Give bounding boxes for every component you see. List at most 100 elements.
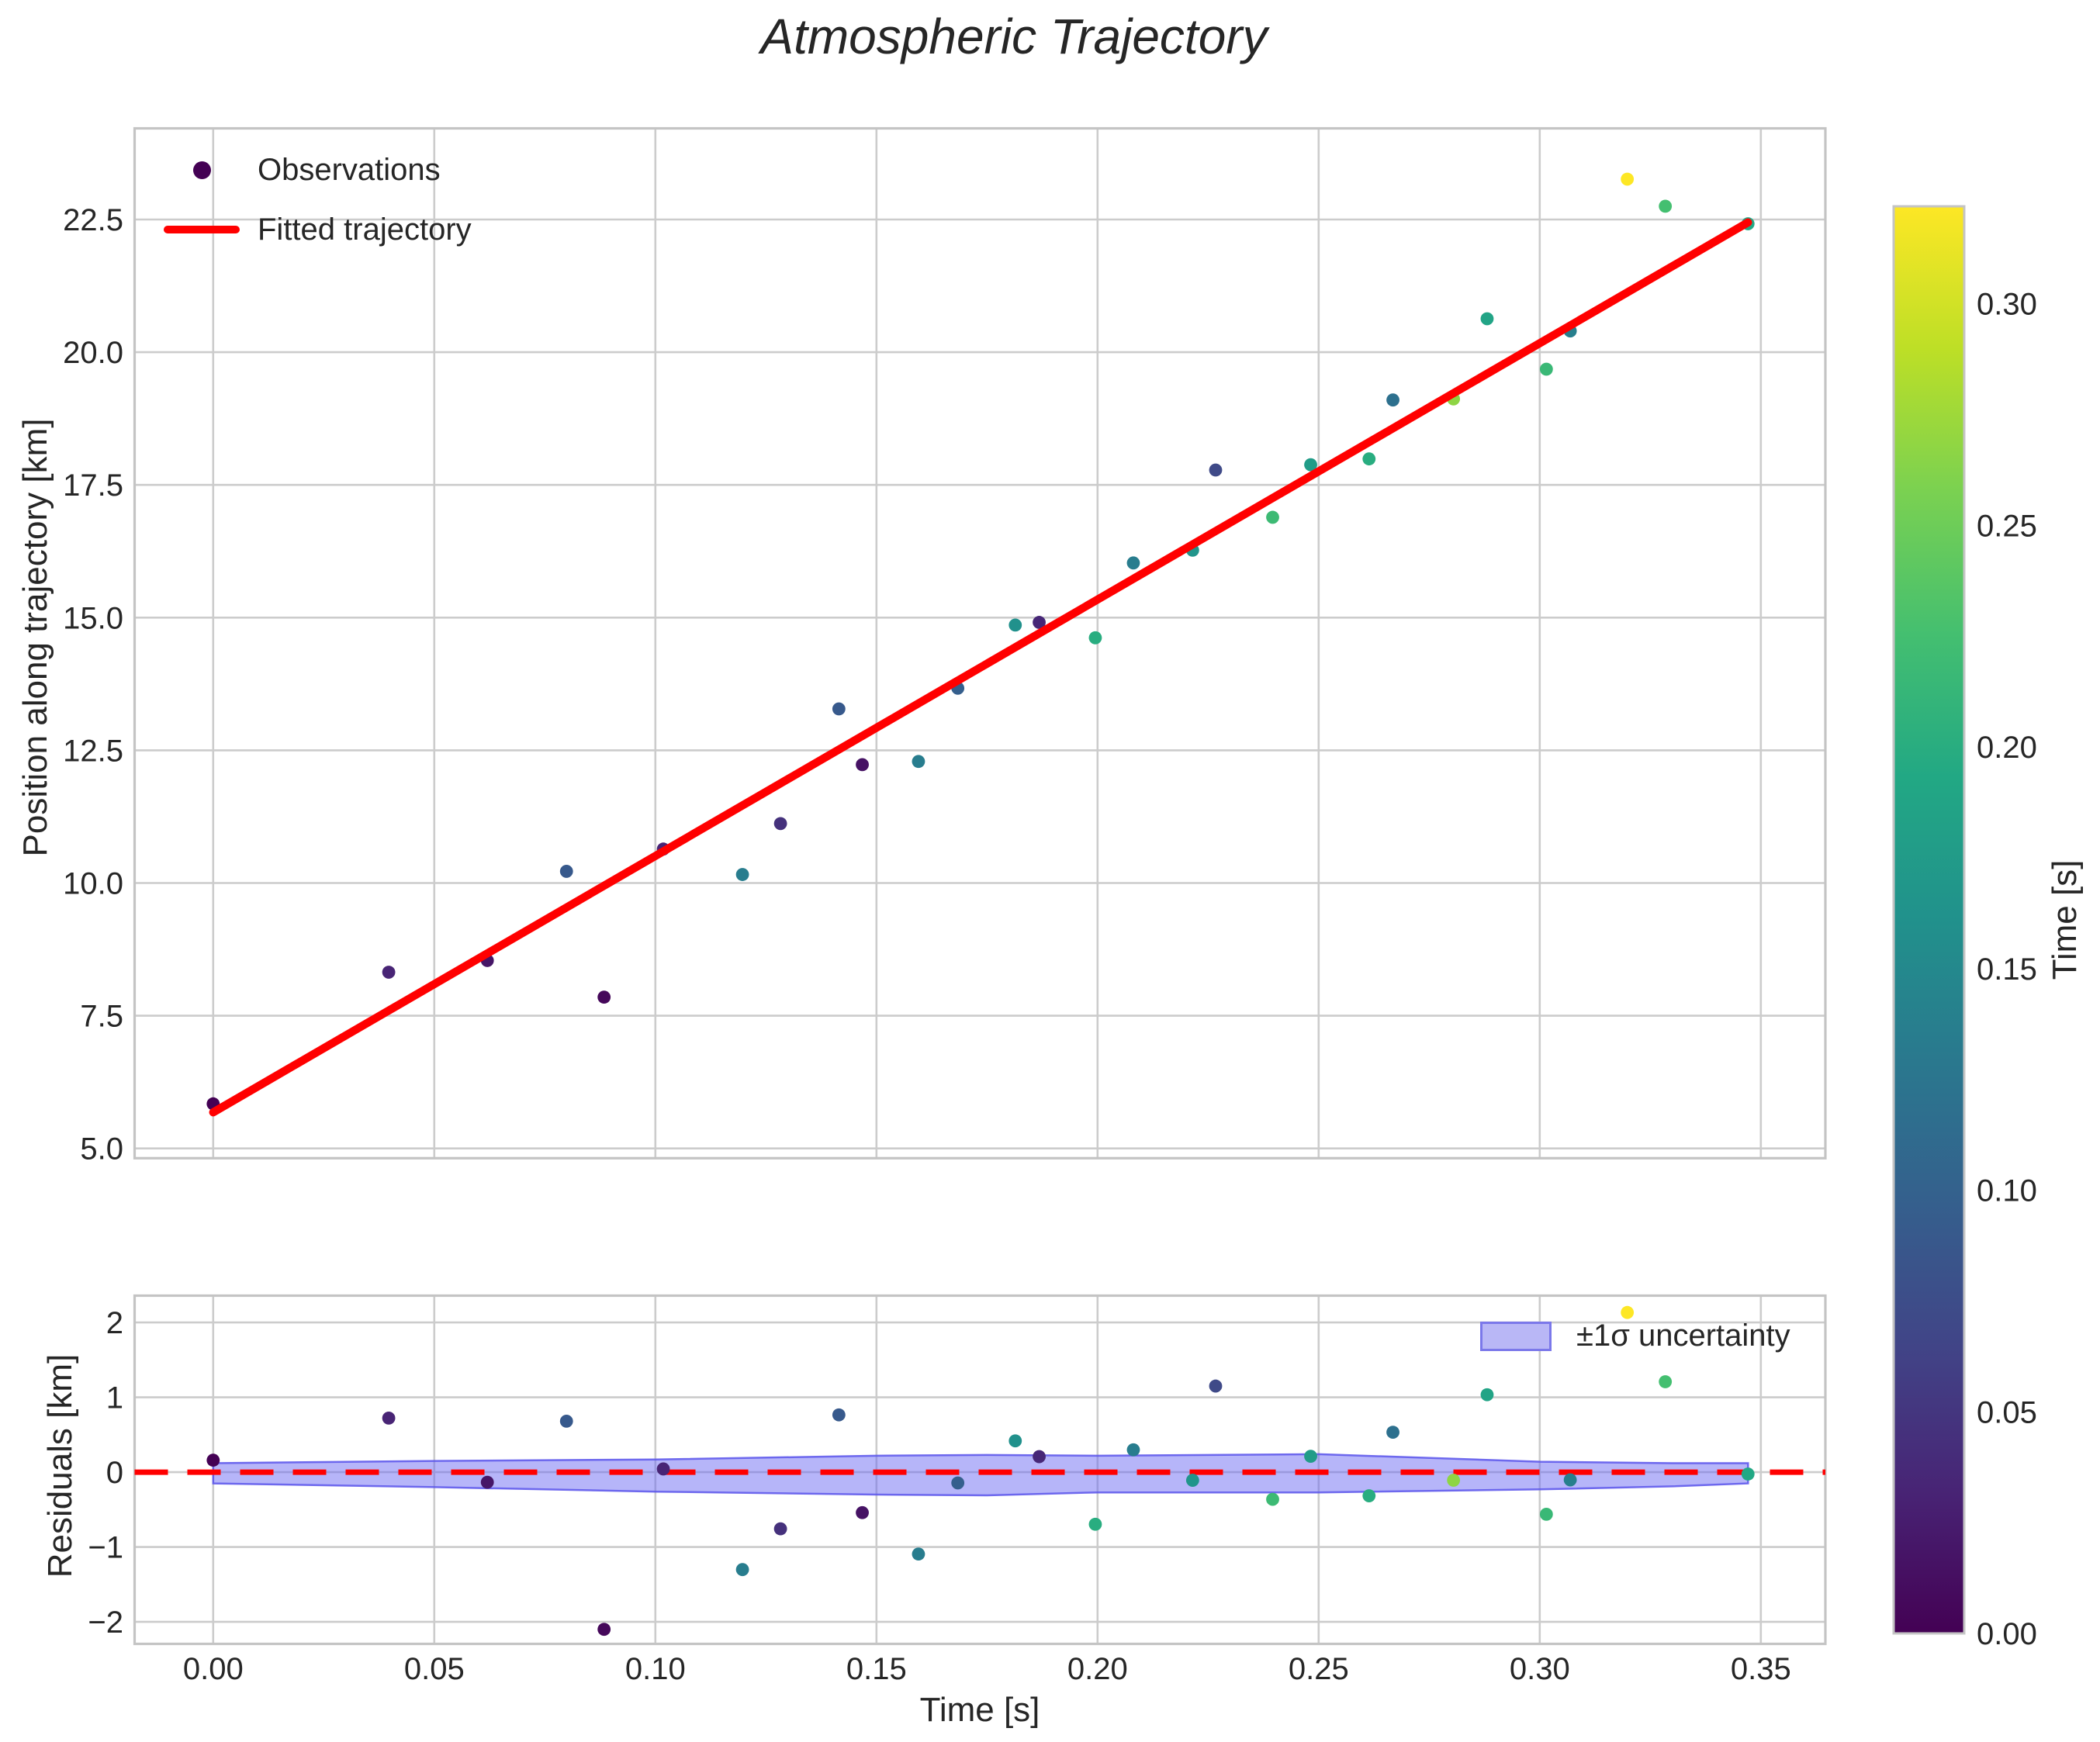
legend-fit-label: Fitted trajectory	[258, 212, 472, 247]
residual-point	[1185, 1474, 1199, 1487]
residual-point	[480, 1475, 494, 1489]
legend-item-fitted-trajectory: Fitted trajectory	[163, 210, 472, 249]
residual-point	[1741, 1467, 1755, 1481]
fitted-trajectory-line	[209, 218, 1752, 1117]
observation-point	[382, 966, 396, 979]
xtick-label: 0.05	[404, 1652, 465, 1686]
residual-point	[382, 1411, 396, 1425]
colorbar-tick-label: 0.25	[1977, 509, 2037, 543]
top-plot-grid	[133, 126, 1827, 1160]
observation-point	[735, 868, 749, 881]
residual-point	[1447, 1474, 1461, 1487]
colorbar-tick-label: 0.15	[1977, 952, 2037, 987]
xtick-labels: 0.00 0.05 0.10 0.15 0.20 0.25 0.30 0.35	[183, 1652, 1791, 1686]
residual-point	[1304, 1450, 1317, 1464]
xtick-label: 0.00	[183, 1652, 244, 1686]
residual-point	[597, 1623, 611, 1637]
bottom-plot-ytick-labels: −2 −1 0 1 2	[88, 1306, 123, 1640]
observation-point	[912, 755, 925, 769]
colorbar-tick-label: 0.20	[1977, 731, 2037, 765]
residual-point	[856, 1505, 869, 1519]
residual-point	[1266, 1492, 1279, 1506]
ytick-label: 2	[106, 1306, 123, 1340]
observation-point	[773, 817, 787, 831]
observation-point	[1209, 463, 1223, 477]
residual-point	[832, 1408, 846, 1422]
xtick-label: 0.30	[1510, 1652, 1570, 1686]
observation-point	[1266, 510, 1279, 524]
colorbar-tick-labels: 0.00 0.05 0.10 0.15 0.20 0.25 0.30	[1977, 288, 2037, 1651]
residual-point	[1033, 1450, 1046, 1464]
residual-point	[951, 1476, 965, 1490]
observation-point	[1621, 172, 1635, 186]
ytick-label: −2	[88, 1605, 123, 1640]
observation-point	[1008, 618, 1022, 632]
observation-point	[597, 990, 611, 1004]
observation-point	[559, 865, 573, 878]
xtick-label: 0.20	[1067, 1652, 1128, 1686]
residual-point	[1621, 1305, 1635, 1319]
observations-marker-icon	[192, 161, 211, 179]
ytick-label: 1	[106, 1381, 123, 1415]
ytick-label: 5.0	[80, 1132, 123, 1167]
residual-point	[912, 1547, 925, 1561]
residual-point	[1563, 1473, 1577, 1487]
legend-uncertainty-label: ±1σ uncertainty	[1576, 1319, 1790, 1353]
residual-point	[1539, 1507, 1553, 1521]
residual-point	[773, 1522, 787, 1536]
observation-point	[1386, 393, 1399, 407]
observation-point	[1126, 556, 1140, 570]
xtick-label: 0.35	[1731, 1652, 1791, 1686]
observation-point	[1033, 616, 1046, 629]
residual-point	[735, 1563, 749, 1577]
ytick-label: 22.5	[63, 203, 123, 237]
ytick-label: 7.5	[80, 1000, 123, 1034]
ytick-label: 15.0	[63, 601, 123, 635]
residual-point	[206, 1453, 220, 1467]
top-plot-ytick-labels: 5.0 7.5 10.0 12.5 15.0 17.5 20.0 22.5	[63, 203, 123, 1167]
fitted-line-icon	[164, 226, 240, 233]
observation-point	[832, 702, 846, 716]
observation-point	[856, 758, 869, 772]
top-legend: Observations Fitted trajectory	[163, 150, 472, 249]
xtick-label: 0.25	[1289, 1652, 1349, 1686]
colorbar	[1892, 205, 1966, 1635]
observation-point	[1539, 362, 1553, 376]
residual-point	[1659, 1375, 1673, 1388]
xtick-label: 0.10	[625, 1652, 686, 1686]
xtick-label: 0.15	[846, 1652, 907, 1686]
residual-point	[1386, 1426, 1399, 1440]
chart-title: Atmospheric Trajectory	[760, 9, 1268, 64]
residual-point	[1362, 1489, 1376, 1502]
uncertainty-band-icon	[1480, 1321, 1552, 1351]
colorbar-tick-label: 0.10	[1977, 1174, 2037, 1208]
top-plot-frame	[133, 126, 1827, 1160]
ytick-label: 17.5	[63, 468, 123, 503]
ytick-label: 20.0	[63, 336, 123, 370]
ytick-label: 12.5	[63, 734, 123, 768]
top-y-axis-label: Position along trajectory [km]	[16, 418, 54, 857]
observation-point	[1659, 199, 1673, 213]
bottom-y-axis-label: Residuals [km]	[41, 1353, 79, 1578]
residual-point	[656, 1462, 670, 1476]
observation-point	[1362, 452, 1376, 466]
ytick-label: 0	[106, 1456, 123, 1490]
observation-point	[1088, 631, 1102, 645]
residual-point	[1126, 1443, 1140, 1457]
ytick-label: 10.0	[63, 867, 123, 901]
colorbar-tick-label: 0.30	[1977, 288, 2037, 322]
legend-observations-label: Observations	[258, 152, 441, 187]
colorbar-tick-label: 0.00	[1977, 1617, 2037, 1651]
residual-point	[559, 1414, 573, 1428]
observations-scatter	[206, 172, 1755, 1111]
ytick-label: −1	[88, 1531, 123, 1565]
colorbar-tick-label: 0.05	[1977, 1395, 2037, 1429]
residuals-scatter	[206, 1305, 1755, 1637]
colorbar-label: Time [s]	[2046, 859, 2084, 980]
x-axis-label: Time [s]	[919, 1691, 1040, 1729]
residual-point	[1209, 1379, 1223, 1393]
legend-item-observations: Observations	[163, 150, 472, 189]
residual-point	[1088, 1517, 1102, 1531]
